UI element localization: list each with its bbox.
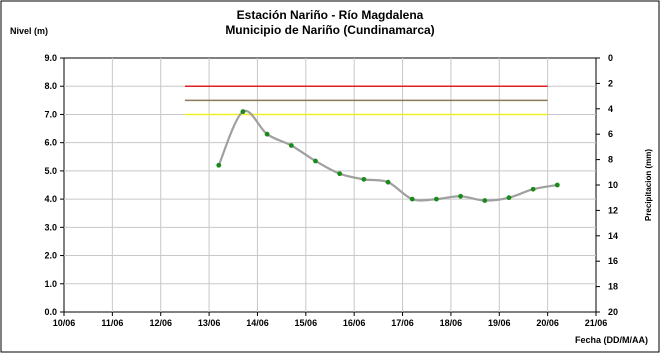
x-tick-label: 10/06: [53, 318, 76, 328]
y2-tick-label: 16: [608, 256, 618, 266]
y-tick-label: 2.0: [44, 251, 57, 261]
plot-area: [63, 57, 597, 313]
x-tick-label: 13/06: [198, 318, 221, 328]
data-point: [240, 109, 246, 115]
x-tick-label: 20/06: [536, 318, 559, 328]
data-point: [361, 176, 367, 182]
data-point: [288, 143, 294, 148]
data-point: [434, 196, 439, 202]
y2-tick-label: 14: [608, 231, 618, 241]
data-point: [337, 171, 343, 177]
y-tick-label: 7.0: [44, 109, 57, 119]
x-tick-label: 19/06: [488, 318, 511, 328]
data-point: [506, 195, 512, 201]
x-tick-label: 12/06: [149, 318, 172, 328]
y-tick-label: 6.0: [44, 138, 57, 148]
chart-subtitle: Municipio de Nariño (Cundinamarca): [225, 23, 434, 37]
y-tick-label: 4.0: [44, 194, 57, 204]
y2-tick-label: 0: [608, 53, 613, 63]
y-tick-label: 1.0: [44, 279, 57, 289]
y2-tick-label: 20: [608, 307, 618, 317]
y2-tick-label: 8: [608, 155, 613, 165]
x-tick-label: 14/06: [246, 318, 269, 328]
axis-ticks: 0.0 1.0 2.0 3.0 4.0 5.0 6.0 7.0 8.0 9.0 10/06 11/06…: [44, 53, 618, 328]
y2-tick-label: 6: [608, 129, 613, 139]
data-point: [216, 162, 222, 168]
y-tick-label: 3.0: [44, 222, 57, 232]
y-tick-label: 5.0: [44, 166, 57, 176]
data-point: [482, 198, 488, 203]
y2-tick-label: 2: [608, 78, 613, 88]
y-tick-label: 8.0: [44, 81, 57, 91]
data-point: [264, 131, 270, 137]
x-tick-label: 21/06: [585, 318, 608, 328]
y-tick-label: 0.0: [44, 307, 57, 317]
data-point: [530, 186, 536, 192]
y2-axis-label: Precipitacion (mm): [644, 149, 653, 221]
x-axis-label: Fecha (DD/M/AA): [575, 335, 648, 345]
x-tick-label: 15/06: [295, 318, 318, 328]
data-point: [409, 196, 415, 202]
y2-tick-label: 12: [608, 205, 618, 215]
x-tick-label: 18/06: [440, 318, 463, 328]
threshold-lines: [184, 85, 548, 116]
x-tick-label: 17/06: [391, 318, 414, 328]
data-point: [554, 182, 560, 188]
y2-tick-label: 10: [608, 180, 618, 190]
x-tick-label: 11/06: [101, 318, 123, 328]
y2-tick-label: 18: [608, 282, 618, 292]
data-point: [458, 193, 463, 199]
chart-title: Estación Nariño - Río Magdalena: [237, 8, 424, 22]
x-tick-label: 16/06: [343, 318, 366, 328]
y2-tick-label: 4: [608, 104, 613, 114]
data-point: [385, 179, 391, 185]
y-axis-label: Nivel (m): [10, 26, 48, 36]
y-tick-label: 9.0: [44, 53, 57, 63]
data-point: [313, 158, 318, 164]
series-layer: [216, 109, 560, 203]
